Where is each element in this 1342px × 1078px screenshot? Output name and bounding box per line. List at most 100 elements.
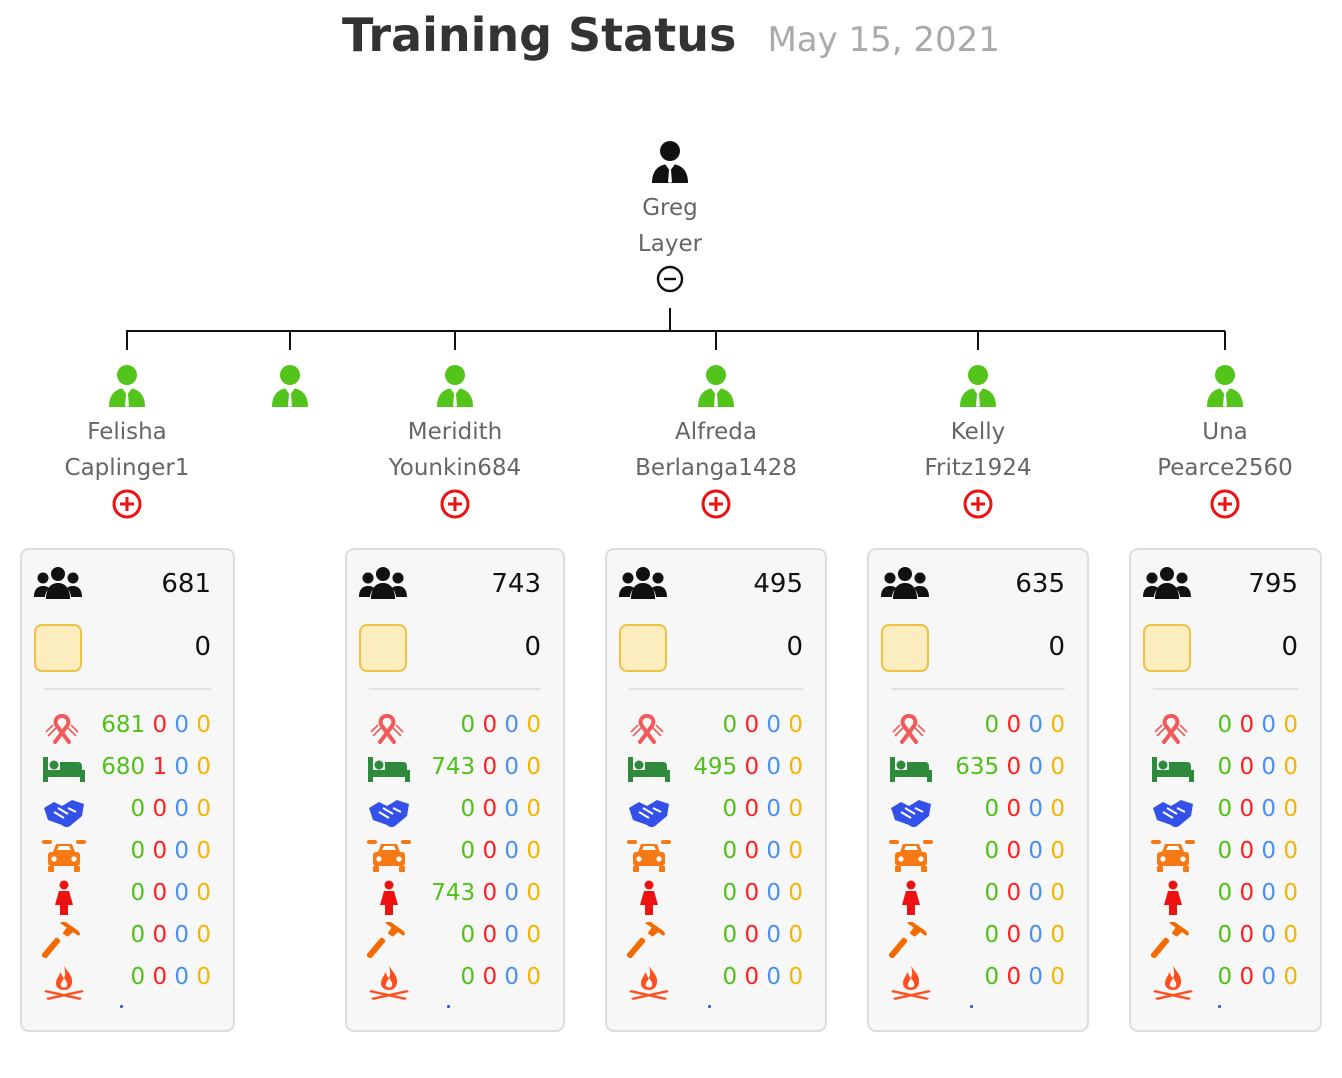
metric-counts: 0 0 0 0 bbox=[985, 922, 1066, 948]
metric-row: 743 0 0 0 bbox=[359, 878, 541, 915]
count-blue: 0 bbox=[766, 838, 782, 864]
count-red: 0 bbox=[744, 880, 760, 906]
count-green: 0 bbox=[984, 880, 1000, 906]
group-icon bbox=[34, 566, 82, 604]
expand-toggle-icon[interactable] bbox=[111, 488, 143, 520]
count-yellow: 0 bbox=[196, 712, 211, 738]
pending-square-icon bbox=[359, 624, 407, 672]
count-blue: 0 bbox=[174, 754, 190, 780]
metric-counts: 0 0 0 0 bbox=[131, 880, 212, 906]
count-green: 0 bbox=[460, 796, 476, 822]
count-green: 0 bbox=[984, 796, 1000, 822]
employee-last-name: Pearce2560 bbox=[1157, 455, 1293, 481]
count-yellow: 0 bbox=[788, 838, 803, 864]
count-yellow: 0 bbox=[1050, 712, 1065, 738]
metric-counts: 0 0 0 0 bbox=[461, 796, 542, 822]
headcount-value: 681 bbox=[161, 569, 211, 599]
root-last-name: Layer bbox=[637, 231, 703, 257]
count-red: 0 bbox=[152, 880, 168, 906]
count-yellow: 0 bbox=[526, 838, 541, 864]
metric-counts: 0 0 0 0 bbox=[723, 922, 804, 948]
group-icon bbox=[881, 566, 929, 604]
count-yellow: 0 bbox=[788, 880, 803, 906]
metric-row: 0 0 0 0 bbox=[359, 710, 541, 744]
count-red: 0 bbox=[1239, 796, 1255, 822]
expand-toggle-icon[interactable] bbox=[962, 488, 994, 520]
count-yellow: 0 bbox=[196, 838, 211, 864]
count-yellow: 0 bbox=[1050, 838, 1065, 864]
metric-counts: 0 0 0 0 bbox=[1218, 922, 1299, 948]
employee-first-name: Felisha bbox=[87, 419, 167, 445]
employee-node[interactable]: Felisha Caplinger1 bbox=[17, 364, 237, 520]
expand-toggle-icon[interactable] bbox=[439, 488, 471, 520]
employee-node[interactable]: Kelly Fritz1924 bbox=[868, 364, 1088, 520]
count-blue: 0 bbox=[766, 796, 782, 822]
metric-row: 0 0 0 0 bbox=[1143, 794, 1298, 828]
metric-row: 0 0 0 0 bbox=[34, 836, 212, 872]
count-blue: 0 bbox=[504, 922, 520, 948]
report-date: May 15, 2021 bbox=[767, 20, 1000, 60]
count-blue: 0 bbox=[174, 838, 190, 864]
count-blue: 0 bbox=[174, 922, 190, 948]
count-red: 0 bbox=[1239, 838, 1255, 864]
count-red: 0 bbox=[1006, 922, 1022, 948]
metric-row: 0 0 0 0 bbox=[34, 962, 211, 1000]
count-red: 0 bbox=[1239, 754, 1255, 780]
collapse-toggle-icon[interactable] bbox=[655, 264, 685, 294]
metric-counts: 0 0 0 0 bbox=[985, 796, 1066, 822]
count-yellow: 0 bbox=[196, 754, 211, 780]
employee-node[interactable]: Meridith Younkin684 bbox=[345, 364, 565, 520]
count-red: 0 bbox=[1006, 964, 1022, 990]
count-red: 0 bbox=[482, 880, 498, 906]
expand-toggle-icon[interactable] bbox=[700, 488, 732, 520]
headcount-row: 681 bbox=[34, 564, 211, 604]
count-blue: 0 bbox=[504, 838, 520, 864]
count-yellow: 0 bbox=[526, 754, 541, 780]
group-icon bbox=[359, 566, 407, 604]
root-node[interactable]: Greg Layer bbox=[560, 140, 780, 294]
employee-person-icon bbox=[1207, 365, 1243, 407]
count-red: 0 bbox=[744, 964, 760, 990]
employee-first-name: Meridith bbox=[407, 419, 503, 445]
count-blue: 0 bbox=[504, 964, 520, 990]
root-first-name: Greg bbox=[642, 195, 698, 221]
metric-counts: 0 0 0 0 bbox=[461, 838, 542, 864]
metric-row: 0 0 0 0 bbox=[359, 962, 542, 1000]
count-red: 0 bbox=[152, 796, 168, 822]
expand-toggle-icon[interactable] bbox=[1209, 488, 1241, 520]
count-red: 0 bbox=[152, 712, 168, 738]
count-blue: 0 bbox=[174, 880, 190, 906]
metric-row: 0 0 0 0 bbox=[359, 920, 541, 958]
metric-counts: 0 0 0 0 bbox=[461, 712, 542, 738]
metric-row: 680 1 0 0 bbox=[34, 752, 211, 786]
employee-node[interactable]: Alfreda Berlanga1428 bbox=[606, 364, 826, 520]
pending-value: 0 bbox=[786, 632, 803, 662]
employee-node[interactable]: Una Pearce2560 bbox=[1115, 364, 1335, 520]
root-name: Greg Layer bbox=[560, 190, 780, 262]
metric-counts: 0 0 0 0 bbox=[1218, 964, 1299, 990]
metric-counts: 0 0 0 0 bbox=[723, 796, 804, 822]
metric-counts: 0 0 0 0 bbox=[131, 838, 212, 864]
pending-row: 0 bbox=[359, 622, 541, 672]
employee-name: Una Pearce2560 bbox=[1115, 414, 1335, 486]
employee-node[interactable] bbox=[180, 364, 400, 408]
metric-counts: 0 0 0 0 bbox=[723, 880, 804, 906]
count-blue: 0 bbox=[766, 754, 782, 780]
count-yellow: 0 bbox=[1050, 754, 1065, 780]
metric-counts: 0 0 0 0 bbox=[985, 838, 1066, 864]
metric-counts: 0 0 0 0 bbox=[131, 922, 212, 948]
count-blue: 0 bbox=[766, 922, 782, 948]
count-blue: 0 bbox=[1028, 712, 1044, 738]
metric-row: 0 0 0 0 bbox=[619, 794, 803, 828]
count-yellow: 0 bbox=[196, 880, 211, 906]
card-divider bbox=[369, 688, 541, 690]
count-blue: 0 bbox=[174, 964, 190, 990]
employee-person-icon bbox=[272, 365, 308, 407]
count-green: 681 bbox=[101, 712, 146, 738]
metric-counts: 0 0 0 0 bbox=[461, 964, 542, 990]
metric-counts: 635 0 0 0 bbox=[955, 754, 1065, 780]
pending-square-icon bbox=[34, 624, 82, 672]
count-red: 0 bbox=[744, 922, 760, 948]
